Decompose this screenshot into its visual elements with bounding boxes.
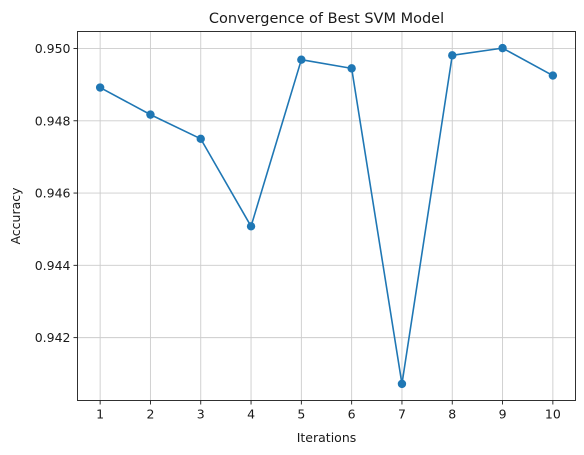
grid-layer — [77, 31, 576, 401]
data-point — [196, 134, 205, 144]
y-tick-label: 0.946 — [35, 186, 71, 201]
plot-frame — [77, 31, 576, 401]
x-tick-label: 8 — [448, 407, 456, 422]
x-tick-label: 3 — [197, 407, 205, 422]
data-point — [448, 51, 457, 60]
data-point — [498, 43, 507, 53]
y-tick-label: 0.950 — [35, 41, 71, 56]
x-tick-label: 7 — [398, 407, 406, 422]
y-axis-label: Accuracy — [8, 187, 23, 245]
x-tick-label: 9 — [499, 407, 507, 422]
tick-layer: 1 2 3 4 5 6 7 8 9 10 0.942 0.944 0.946 0.948 0.950 — [35, 41, 561, 422]
data-point — [297, 55, 306, 64]
chart-title: Convergence of Best SVM Model — [209, 11, 444, 27]
y-tick-label: 0.948 — [35, 113, 71, 128]
y-tick-label: 0.942 — [35, 330, 71, 345]
data-point — [548, 71, 558, 80]
x-tick-label: 5 — [297, 407, 305, 422]
x-axis-label: Iterations — [297, 430, 357, 445]
data-point — [246, 222, 256, 231]
y-tick-label: 0.944 — [35, 258, 71, 273]
x-tick-label: 2 — [146, 407, 154, 422]
x-tick-label: 6 — [348, 407, 356, 422]
x-tick-label: 1 — [96, 407, 104, 422]
x-tick-label: 4 — [247, 407, 255, 422]
data-point — [397, 379, 407, 389]
data-point — [95, 83, 105, 92]
x-tick-label: 10 — [545, 407, 561, 422]
series-layer — [95, 43, 558, 389]
data-point — [146, 110, 155, 119]
series-line — [99, 47, 554, 385]
data-point — [347, 64, 356, 73]
